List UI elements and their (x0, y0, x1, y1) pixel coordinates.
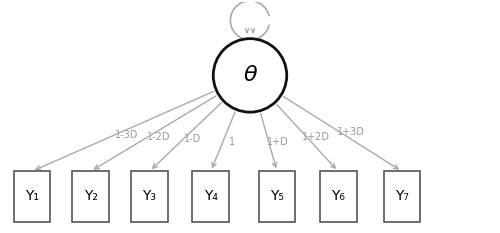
Text: 1+2D: 1+2D (302, 132, 330, 142)
FancyBboxPatch shape (72, 171, 109, 222)
Text: θ: θ (243, 65, 257, 86)
Text: Y₄: Y₄ (204, 189, 218, 203)
Text: Y₂: Y₂ (84, 189, 98, 203)
Text: 1-2D: 1-2D (148, 132, 171, 142)
Text: 1+D: 1+D (266, 137, 288, 147)
FancyBboxPatch shape (192, 171, 229, 222)
Text: Y₅: Y₅ (270, 189, 284, 203)
FancyBboxPatch shape (320, 171, 356, 222)
Text: Y₁: Y₁ (25, 189, 39, 203)
Ellipse shape (213, 39, 287, 112)
Text: Y₆: Y₆ (332, 189, 345, 203)
FancyBboxPatch shape (258, 171, 296, 222)
Text: 1+3D: 1+3D (337, 127, 365, 137)
Text: Y₇: Y₇ (395, 189, 409, 203)
FancyBboxPatch shape (384, 171, 420, 222)
FancyBboxPatch shape (131, 171, 168, 222)
Text: 1: 1 (228, 137, 234, 147)
FancyBboxPatch shape (14, 171, 51, 222)
Text: 1-D: 1-D (184, 134, 202, 144)
Text: Y₃: Y₃ (142, 189, 156, 203)
Text: 1-3D: 1-3D (115, 130, 138, 140)
